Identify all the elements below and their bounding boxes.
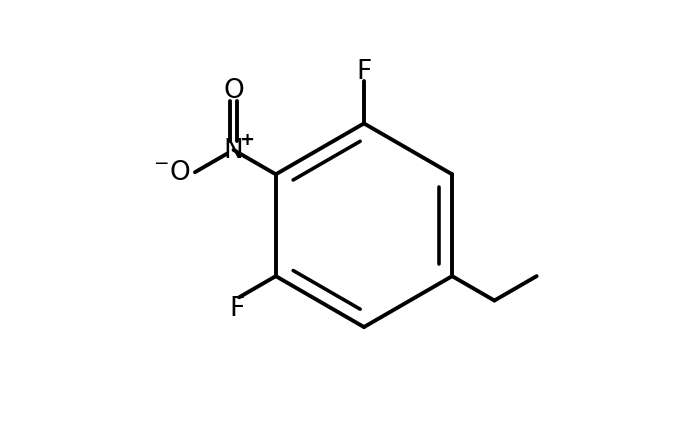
Text: F: F [229, 296, 244, 322]
Text: N: N [223, 138, 244, 164]
Text: $^{-}$O: $^{-}$O [153, 160, 191, 186]
Text: O: O [223, 78, 244, 104]
Text: F: F [356, 59, 371, 85]
Text: +: + [239, 131, 254, 149]
